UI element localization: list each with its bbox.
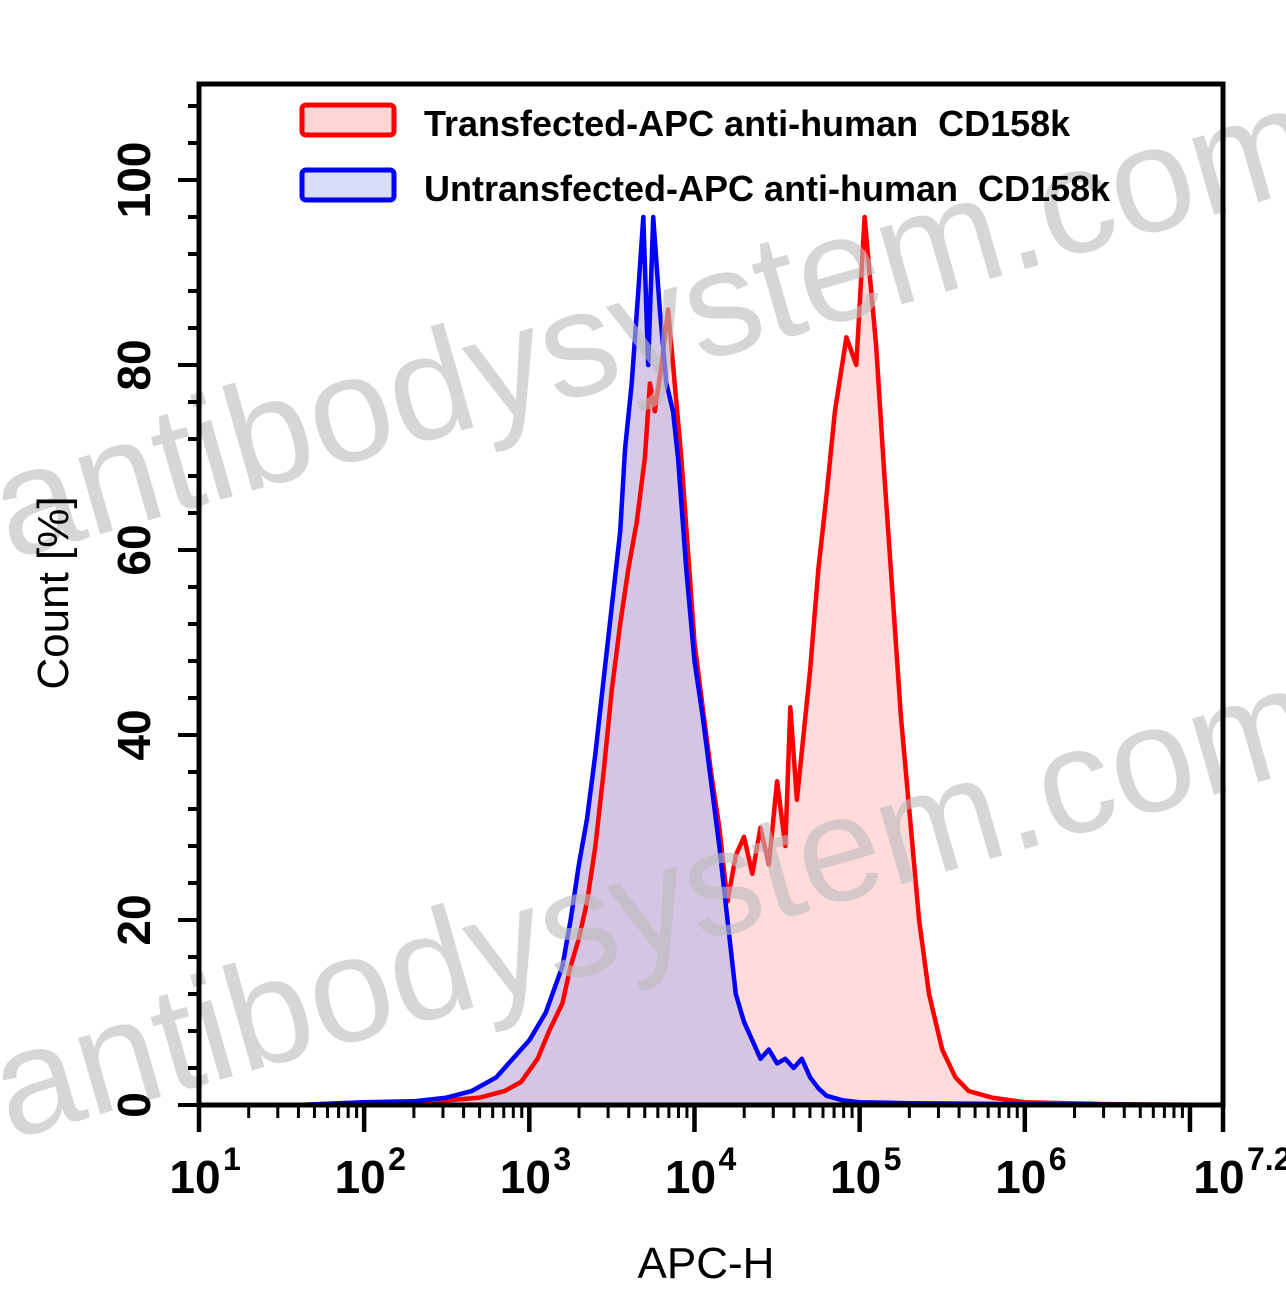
x-tick-label: 10 — [500, 1151, 551, 1203]
x-tick-label: 10 — [1193, 1151, 1244, 1203]
y-tick-label: 0 — [108, 1092, 160, 1118]
legend-label-untransfected: Untransfected-APC anti-human CD158k — [424, 168, 1111, 209]
y-tick-label: 40 — [108, 709, 160, 760]
legend-swatch-transfected — [299, 102, 397, 138]
y-axis: 0 20 40 60 80 100 — [108, 104, 199, 1118]
x-tick-exponent: 7.2 — [1247, 1141, 1286, 1177]
legend: Transfected-APC anti-human CD158k Untran… — [299, 102, 1111, 209]
x-axis-title: APC-H — [638, 1239, 775, 1288]
x-tick-label: 10 — [665, 1151, 716, 1203]
y-tick-label: 80 — [108, 339, 160, 390]
x-tick-label: 10 — [169, 1151, 220, 1203]
y-tick-label: 100 — [108, 142, 160, 219]
x-tick-label: 10 — [335, 1151, 386, 1203]
y-axis-title: Count [%] — [29, 496, 78, 689]
x-tick-exponent: 3 — [553, 1141, 571, 1177]
series-layer — [199, 214, 1224, 1108]
x-tick-label: 10 — [995, 1151, 1046, 1203]
x-tick-exponent: 6 — [1049, 1141, 1067, 1177]
plot-frame — [196, 81, 1226, 1108]
y-tick-label: 20 — [108, 894, 160, 945]
x-tick-label: 10 — [830, 1151, 881, 1203]
overlap-fill — [199, 217, 1223, 1105]
legend-label-transfected: Transfected-APC anti-human CD158k — [424, 103, 1071, 144]
series-fill-untransfected — [199, 217, 1223, 1105]
series-line-untransfected — [199, 214, 1224, 1108]
x-axis: 10 1 10 2 10 3 10 4 10 5 10 6 10 7.2 — [169, 1105, 1286, 1203]
x-tick-exponent: 2 — [388, 1141, 406, 1177]
x-tick-exponent: 1 — [223, 1141, 241, 1177]
x-tick-exponent: 5 — [884, 1141, 902, 1177]
x-tick-exponent: 4 — [718, 1141, 736, 1177]
y-tick-label: 60 — [108, 524, 160, 575]
legend-swatch-untransfected — [299, 167, 397, 203]
